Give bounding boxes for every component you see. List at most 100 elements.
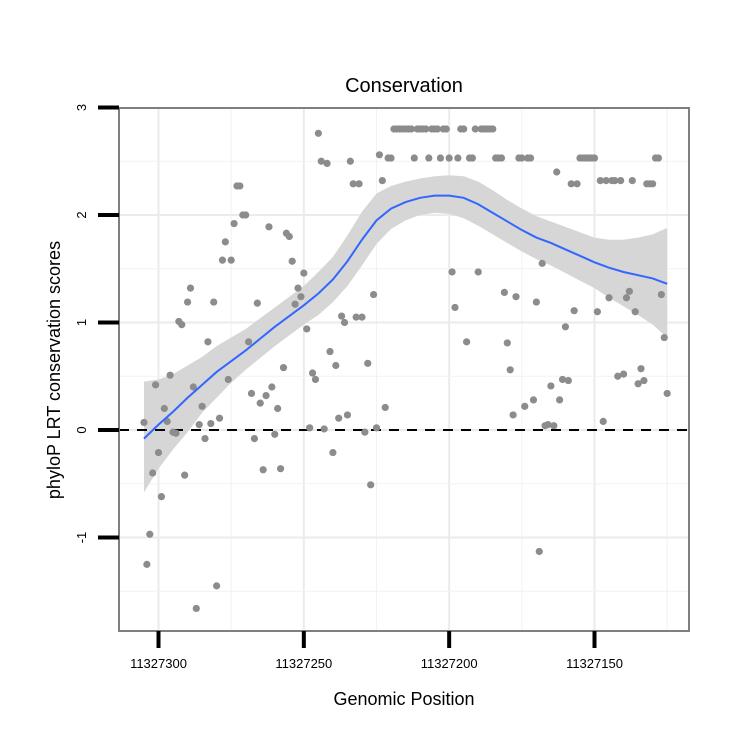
data-point — [291, 300, 299, 308]
data-point — [332, 361, 340, 370]
data-point — [436, 154, 445, 162]
data-point — [349, 180, 357, 188]
data-point — [335, 414, 343, 422]
x-tick-label: 11327150 — [566, 656, 623, 671]
data-point — [567, 180, 575, 188]
data-point — [352, 313, 360, 321]
data-point — [364, 359, 372, 367]
data-point — [381, 403, 389, 412]
data-point — [558, 375, 567, 384]
data-point — [599, 417, 607, 425]
data-point — [247, 389, 256, 398]
data-point — [448, 268, 456, 276]
data-point — [657, 290, 665, 299]
data-point — [259, 466, 267, 474]
data-point — [198, 402, 206, 410]
data-point — [433, 125, 442, 133]
data-point — [471, 125, 479, 133]
smooth-line — [143, 194, 668, 440]
data-point — [314, 129, 322, 137]
data-point — [564, 376, 572, 385]
data-point — [631, 308, 639, 316]
data-point — [474, 268, 482, 276]
data-point — [425, 154, 433, 162]
x-axis-label: Genomic Position — [333, 689, 474, 709]
data-point — [547, 382, 555, 390]
data-point — [323, 159, 331, 167]
data-point — [288, 257, 296, 265]
data-point — [454, 154, 462, 162]
data-point — [274, 404, 282, 413]
data-point — [317, 157, 325, 165]
data-point — [308, 369, 317, 377]
data-point — [166, 371, 174, 379]
data-point — [529, 396, 538, 404]
data-point — [538, 259, 546, 267]
data-point — [265, 223, 273, 231]
data-point — [506, 366, 514, 374]
data-point — [497, 154, 506, 162]
data-point — [590, 154, 599, 162]
data-point — [181, 471, 189, 479]
data-point — [189, 383, 197, 391]
data-point — [201, 435, 209, 443]
data-point — [375, 151, 384, 159]
data-point — [245, 338, 253, 346]
data-point — [303, 325, 311, 333]
data-point — [149, 469, 157, 477]
x-tick-label: 11327200 — [421, 656, 478, 671]
chart-title: Conservation — [345, 75, 463, 97]
data-point — [215, 414, 224, 422]
x-tick-label: 11327250 — [275, 656, 332, 671]
data-point — [154, 448, 163, 457]
data-point — [300, 269, 308, 277]
data-point — [503, 339, 511, 347]
data-point — [343, 411, 352, 419]
data-point — [369, 290, 378, 299]
data-point — [550, 422, 558, 430]
data-point — [625, 287, 633, 295]
data-point — [460, 125, 468, 133]
plot-frame — [118, 107, 690, 632]
data-point — [242, 211, 250, 219]
data-point — [178, 321, 186, 329]
data-point — [640, 376, 648, 385]
data-point — [619, 370, 628, 378]
data-point — [326, 347, 334, 356]
data-point — [570, 307, 578, 315]
data-point — [271, 430, 279, 438]
data-point — [160, 404, 168, 413]
data-point — [553, 168, 561, 176]
data-point — [660, 333, 668, 342]
data-point — [573, 180, 581, 188]
data-point — [157, 493, 166, 501]
data-point — [532, 298, 540, 306]
scatter-points — [140, 125, 671, 613]
data-point — [306, 424, 314, 432]
data-point — [256, 399, 264, 407]
data-point — [634, 380, 642, 388]
data-point — [195, 421, 203, 429]
data-point — [268, 383, 276, 391]
data-point — [407, 125, 415, 133]
data-point — [192, 604, 200, 613]
y-axis: -1 0 1 2 3 — [74, 104, 119, 543]
data-point — [221, 238, 229, 246]
y-tick-label: 2 — [74, 211, 89, 218]
data-point — [358, 313, 366, 321]
data-point — [285, 232, 293, 241]
data-point — [518, 154, 526, 162]
data-point — [509, 411, 517, 419]
data-point — [297, 293, 305, 301]
data-point — [544, 421, 552, 429]
data-point — [218, 256, 227, 264]
data-point — [628, 177, 636, 185]
smooth-line-group — [143, 194, 668, 440]
data-point — [355, 180, 363, 188]
data-point — [227, 256, 235, 264]
y-axis-label: phyloP LRT conservation scores — [44, 241, 64, 499]
data-point — [663, 389, 671, 398]
x-tick-label: 11327300 — [130, 656, 187, 671]
